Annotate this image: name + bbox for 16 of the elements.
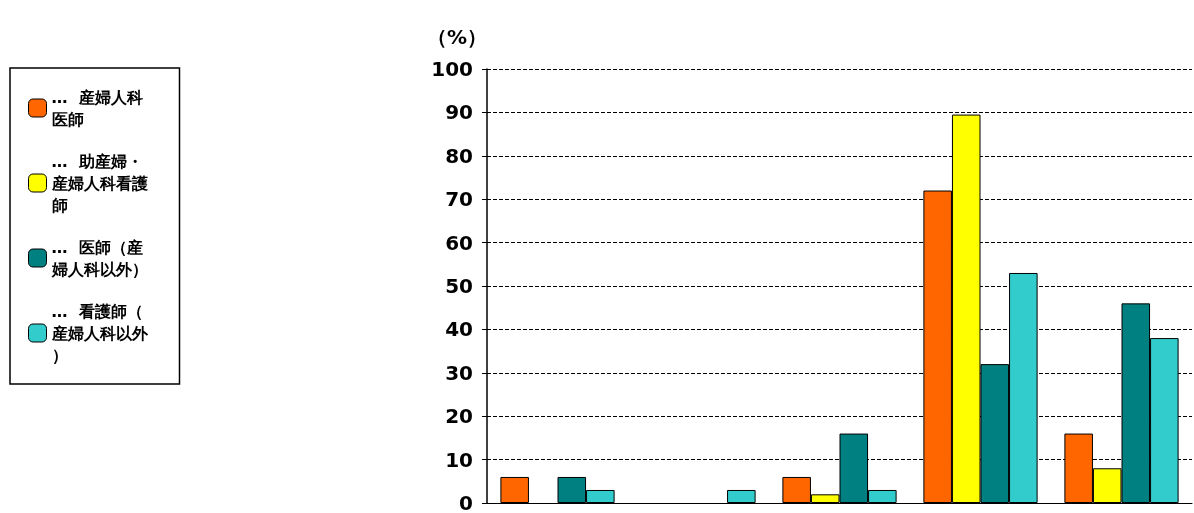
y-tick-label: 60 [445,230,473,255]
y-tick-label: 90 [445,100,473,125]
legend-label: … 医師（産婦人科以外） [50,237,148,279]
y-tick-label: 80 [445,143,473,168]
legend-label: … 助産婦・産婦人科看護師 [50,151,148,215]
y-tick-label: 0 [459,491,473,513]
y-tick-label: 40 [445,317,473,342]
y-tick-label: 100 [431,57,473,81]
legend-label: … 看護師（産婦人科以外） [50,301,149,365]
legend-label: … 産婦人科医師 [51,87,143,129]
y-tick-label: 50 [445,274,473,298]
y-axis-title: （%） [426,25,487,49]
y-tick-label: 70 [445,187,473,212]
y-tick-label: 10 [445,447,473,472]
y-tick-label: 30 [445,360,473,385]
y-tick-label: 20 [445,404,473,429]
